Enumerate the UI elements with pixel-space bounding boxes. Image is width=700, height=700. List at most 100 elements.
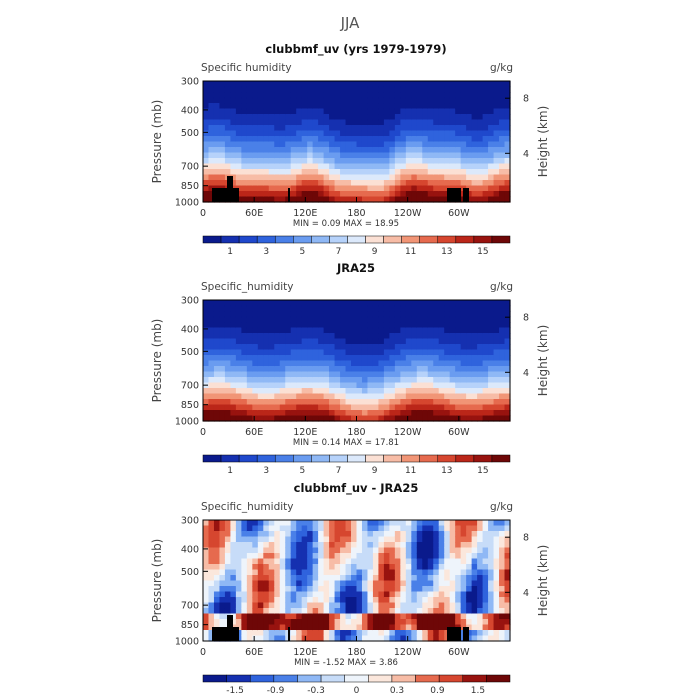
heatmap-cell: [460, 580, 467, 587]
heatmap-cell: [224, 103, 232, 110]
heatmap-cell: [241, 103, 248, 110]
heatmap-cell: [400, 103, 407, 110]
heatmap-cell: [400, 410, 407, 417]
heatmap-cell: [356, 174, 363, 181]
heatmap-cell: [367, 300, 374, 307]
heatmap-cell: [312, 174, 319, 181]
heatmap-cell: [405, 97, 412, 104]
heatmap-cell: [235, 410, 242, 417]
heatmap-cell: [499, 125, 506, 132]
heatmap-cell: [411, 580, 418, 587]
heatmap-cell: [482, 382, 489, 389]
heatmap-cell: [405, 174, 412, 181]
heatmap-cell: [219, 531, 226, 538]
heatmap-cell: [345, 564, 352, 571]
heatmap-cell: [416, 125, 423, 132]
heatmap-cell: [208, 119, 215, 126]
heatmap-cell: [405, 81, 412, 88]
heatmap-cell: [268, 163, 275, 170]
heatmap-cell: [389, 305, 396, 312]
heatmap-cell: [246, 114, 253, 121]
heatmap-cell: [356, 575, 363, 582]
heatmap-cell: [438, 404, 445, 411]
heatmap-cell: [499, 180, 506, 187]
heatmap-cell: [499, 355, 506, 362]
heatmap-cell: [405, 152, 412, 159]
heatmap-cell: [422, 399, 429, 406]
heatmap-cell: [274, 174, 281, 181]
heatmap-cell: [285, 169, 292, 176]
heatmap-cell: [383, 147, 390, 154]
heatmap-cell: [274, 399, 281, 406]
heatmap-cell: [334, 399, 341, 406]
heatmap-cell: [383, 108, 390, 115]
heatmap-cell: [389, 580, 396, 587]
heatmap-cell: [208, 86, 215, 93]
heatmap-cell: [290, 602, 297, 609]
heatmap-cell: [345, 125, 352, 132]
heatmap-cell: [230, 536, 237, 543]
heatmap-cell: [224, 333, 232, 340]
heatmap-cell: [466, 136, 473, 143]
heatmap-cell: [488, 333, 495, 340]
heatmap-cell: [411, 624, 418, 631]
heatmap-cell: [427, 349, 434, 356]
heatmap-cell: [279, 619, 286, 626]
heatmap-cell: [367, 180, 374, 187]
heatmap-cell: [378, 130, 385, 137]
heatmap-cell: [394, 97, 401, 104]
heatmap-cell: [285, 382, 292, 389]
heatmap-cell: [285, 305, 292, 312]
heatmap-cell: [466, 81, 473, 88]
heatmap-cell: [203, 630, 210, 637]
heatmap-cell: [334, 322, 341, 329]
heatmap-cell: [488, 602, 495, 609]
heatmap-cell: [241, 602, 248, 609]
heatmap-cell: [301, 125, 308, 132]
heatmap-cell: [279, 327, 286, 334]
heatmap-cell: [444, 393, 451, 400]
heatmap-cell: [504, 366, 511, 373]
heatmap-cell: [252, 108, 259, 115]
heatmap-cell: [361, 305, 369, 312]
heatmap-cell: [493, 338, 500, 345]
heatmap-cell: [263, 630, 270, 637]
colorbar-label: 3: [263, 466, 269, 476]
heatmap-cell: [274, 169, 281, 176]
heatmap-cell: [438, 531, 445, 538]
heatmap-cell: [405, 311, 412, 318]
heatmap-cell: [274, 196, 281, 203]
heatmap-cell: [235, 371, 242, 378]
heatmap-cell: [274, 333, 281, 340]
heatmap-cell: [422, 547, 429, 554]
heatmap-cell: [230, 136, 237, 143]
heatmap-cell: [213, 305, 221, 312]
heatmap-cell: [455, 410, 462, 417]
heatmap-cell: [219, 92, 226, 99]
heatmap-cell: [246, 327, 253, 334]
heatmap-cell: [224, 536, 232, 543]
heatmap-cell: [466, 635, 473, 642]
heatmap-cell: [411, 569, 418, 576]
heatmap-cell: [367, 81, 374, 88]
heatmap-cell: [296, 591, 303, 598]
heatmap-cell: [285, 371, 292, 378]
heatmap-cell: [334, 311, 341, 318]
heatmap-cell: [394, 630, 401, 637]
heatmap-cell: [438, 305, 445, 312]
heatmap-cell: [466, 404, 473, 411]
heatmap-cell: [274, 316, 281, 323]
heatmap-cell: [263, 327, 270, 334]
heatmap-cell: [400, 349, 407, 356]
heatmap-cell: [252, 322, 259, 329]
heatmap-cell: [471, 355, 478, 362]
heatmap-cell: [340, 520, 347, 527]
heatmap-cell: [230, 316, 237, 323]
heatmap-cell: [279, 158, 286, 165]
heatmap-cell: [438, 393, 445, 400]
heatmap-cell: [372, 141, 380, 148]
heatmap-cell: [383, 163, 390, 170]
heatmap-cell: [290, 108, 297, 115]
heatmap-cell: [213, 415, 221, 422]
heatmap-cell: [372, 366, 380, 373]
